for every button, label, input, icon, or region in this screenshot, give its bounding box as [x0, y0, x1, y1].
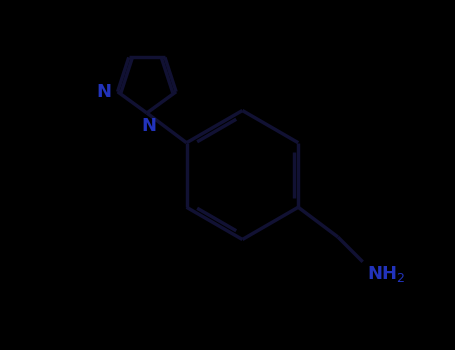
Text: NH$_2$: NH$_2$ — [367, 264, 405, 284]
Text: N: N — [142, 117, 157, 135]
Text: N: N — [96, 83, 111, 101]
